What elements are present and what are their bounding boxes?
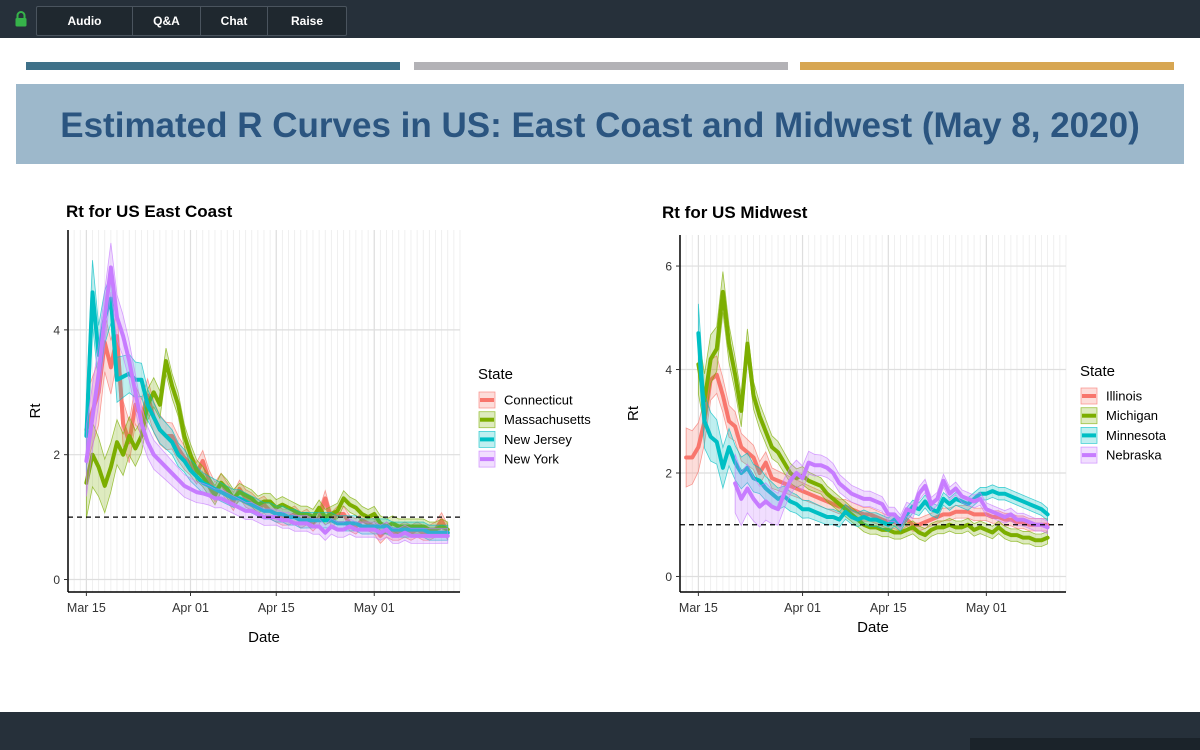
- series-nebraska: [733, 450, 1050, 535]
- legend-label-illinois: Illinois: [1106, 389, 1143, 404]
- y-axis-label: Rt: [625, 405, 642, 421]
- slide-stripe-3: [800, 62, 1174, 70]
- line-nebraska: [733, 460, 1050, 530]
- y-tick-label: 2: [53, 448, 60, 462]
- legend-label-minnesota: Minnesota: [1106, 428, 1167, 443]
- y-tick-label: 0: [53, 573, 60, 587]
- lock-icon: [15, 11, 27, 27]
- meeting-controls: Audio Settings Q&A Chat Raise Hand: [36, 6, 347, 56]
- slide-stripe-1: [26, 62, 400, 70]
- x-axis-label: Date: [857, 619, 889, 636]
- raise-hand-button[interactable]: Raise Hand: [290, 14, 324, 56]
- y-axis-label: Rt: [27, 403, 44, 419]
- midwest-chart: 0 2 4 6 Mar 15 Apr 01 Apr 15 May 01 Rt for US Mi…: [625, 203, 1167, 636]
- x-axis-label: Date: [248, 629, 280, 646]
- y-tick-label: 2: [665, 467, 672, 481]
- legend-label-new-york: New York: [504, 452, 559, 467]
- series-minnesota: [696, 303, 1050, 532]
- y-tick-label: 6: [665, 260, 672, 274]
- x-tick-label: Mar 15: [67, 601, 106, 615]
- y-tick-label: 4: [665, 363, 672, 377]
- line-new-jersey: [84, 290, 450, 535]
- legend-title: State: [478, 366, 513, 383]
- legend-title: State: [1080, 363, 1115, 380]
- slide-stripe-2: [414, 62, 788, 70]
- title-banner: Estimated R Curves in US: East Coast and…: [16, 84, 1184, 164]
- chart-title: Rt for US Midwest: [662, 203, 808, 222]
- slide-title: Estimated R Curves in US: East Coast and…: [60, 106, 1140, 145]
- legend-label-connecticut: Connecticut: [504, 393, 573, 408]
- legend-label-new-jersey: New Jersey: [504, 432, 572, 447]
- legend: State Illinois Michigan Minnesota Nebraska: [1080, 363, 1167, 464]
- line-illinois: [684, 372, 1050, 527]
- legend-label-nebraska: Nebraska: [1106, 448, 1162, 463]
- y-tick-label: 4: [53, 323, 60, 337]
- top-toolbar: Audio Settings Q&A Chat Raise Hand: [0, 0, 1200, 56]
- y-tick-label: 0: [665, 570, 672, 584]
- legend-label-michigan: Michigan: [1106, 408, 1158, 423]
- line-michigan: [696, 289, 1050, 543]
- x-tick-label: Apr 15: [870, 601, 907, 615]
- chat-button[interactable]: Chat: [201, 7, 268, 35]
- east-coast-chart: 0 2 4 Mar 15 Apr 01 Apr 15 May 01 Rt for US Eas…: [27, 202, 591, 646]
- x-tick-label: Apr 01: [784, 601, 821, 615]
- line-minnesota: [696, 331, 1050, 527]
- x-tick-label: Mar 15: [679, 601, 718, 615]
- x-tick-label: Apr 01: [172, 601, 209, 615]
- x-tick-label: May 01: [966, 601, 1007, 615]
- legend: State Connecticut Massachusetts New Jersey N…: [478, 366, 591, 468]
- legend-label-massachusetts: Massachusetts: [504, 412, 591, 427]
- ribbon-minnesota: [697, 303, 1049, 532]
- ribbon-new-york: [85, 242, 449, 544]
- chart-title: Rt for US East Coast: [66, 202, 233, 221]
- bottom-panel-tab: [970, 738, 1200, 750]
- audio-settings-button[interactable]: Audio Settings: [37, 7, 133, 56]
- qa-button[interactable]: Q&A: [133, 7, 201, 35]
- x-tick-label: Apr 15: [258, 601, 295, 615]
- x-tick-label: May 01: [354, 601, 395, 615]
- ribbon-nebraska: [734, 450, 1049, 535]
